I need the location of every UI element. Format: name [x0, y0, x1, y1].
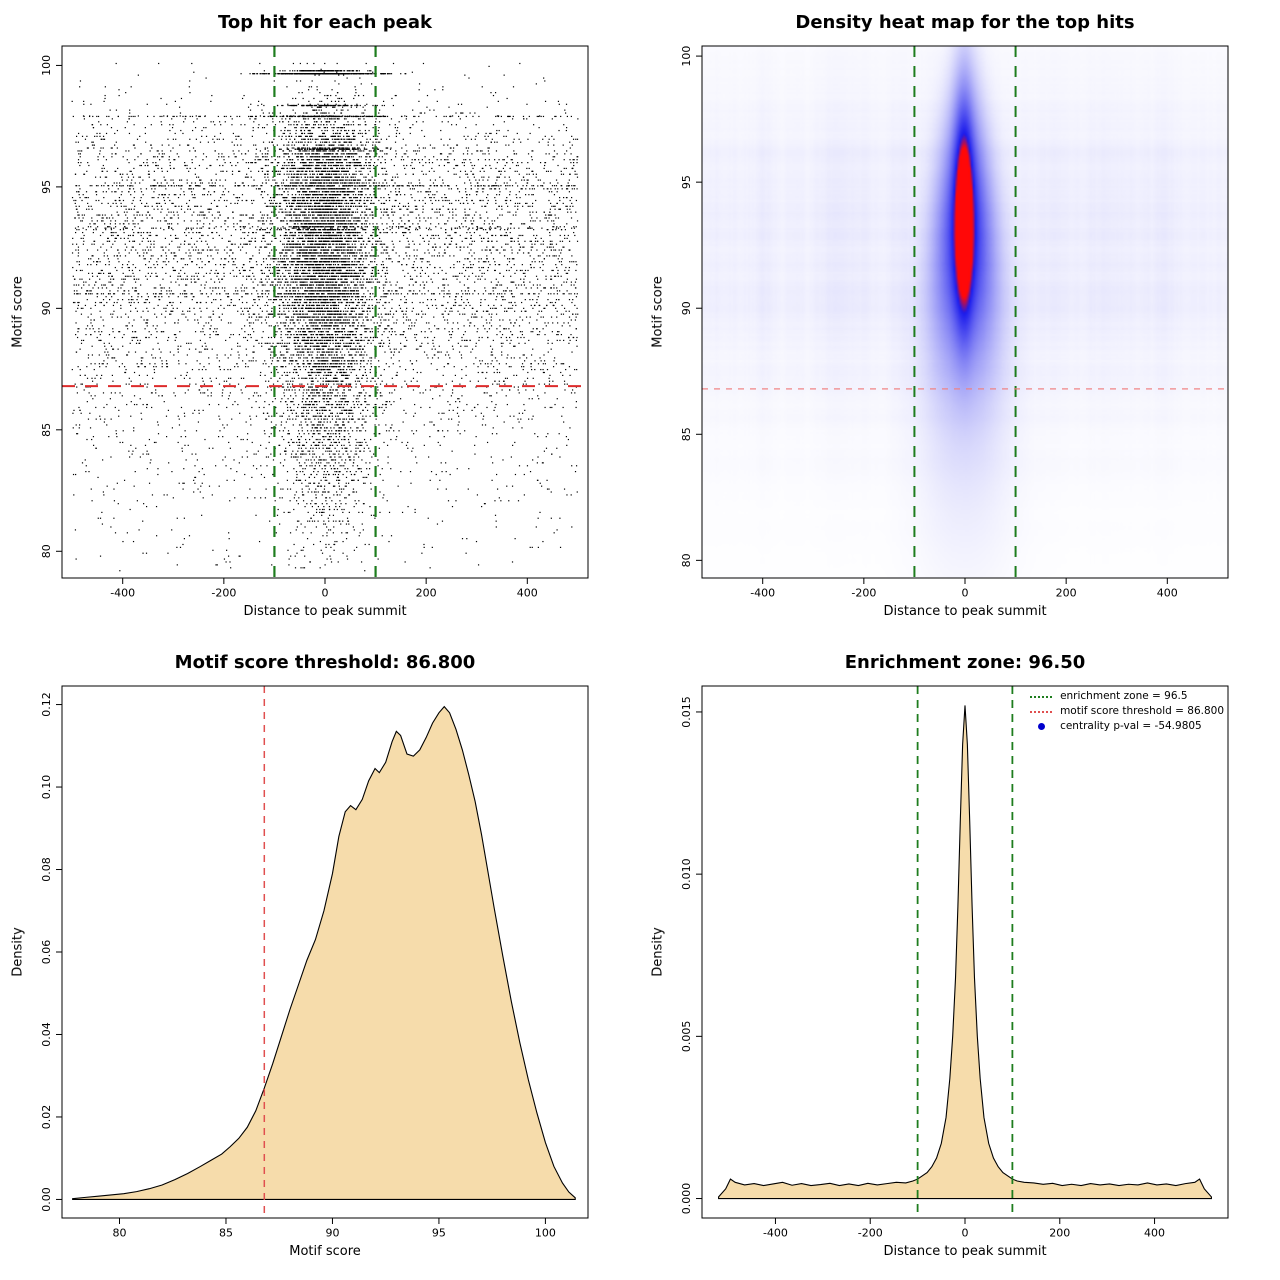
dotted-line-marker-icon	[1029, 692, 1053, 702]
chart-title-scatter: Top hit for each peak	[218, 12, 432, 33]
chart-title-heatmap: Density heat map for the top hits	[795, 12, 1135, 33]
dot-marker-icon	[1029, 722, 1053, 732]
panel-motif-score-density: Motif score threshold: 86.800 Motif scor…	[0, 640, 640, 1280]
x-axis-label-score-density: Motif score	[289, 1244, 361, 1259]
legend-label-enrichment-zone: enrichment zone = 96.5	[1060, 690, 1188, 702]
chart-title-score-density: Motif score threshold: 86.800	[174, 652, 476, 673]
legend-item-motif-threshold: motif score threshold = 86.800	[1029, 706, 1224, 717]
legend-label-centrality-pval: centrality p-val = -54.9805	[1060, 720, 1202, 732]
plot-legend: enrichment zone = 96.5 motif score thres…	[1029, 691, 1224, 732]
panel-density-heatmap: Density heat map for the top hits Distan…	[640, 0, 1280, 640]
heatmap-canvas	[640, 0, 1280, 640]
y-axis-label-score-density: Density	[10, 927, 26, 977]
y-axis-label-heatmap: Motif score	[650, 276, 666, 348]
panel-enrichment-zone-density: Enrichment zone: 96.50 Distance to peak …	[640, 640, 1280, 1280]
x-axis-label-heatmap: Distance to peak summit	[883, 604, 1047, 619]
legend-item-enrichment-zone: enrichment zone = 96.5	[1029, 691, 1224, 702]
legend-item-centrality-pval: centrality p-val = -54.9805	[1029, 721, 1224, 732]
y-axis-label-enrichment: Density	[650, 927, 666, 977]
dotted-line-marker-icon	[1029, 707, 1053, 717]
chart-title-enrichment: Enrichment zone: 96.50	[844, 652, 1086, 673]
score-density-canvas	[0, 640, 640, 1280]
enrichment-density-canvas	[640, 640, 1280, 1280]
legend-label-motif-threshold: motif score threshold = 86.800	[1060, 705, 1224, 717]
x-axis-label-scatter: Distance to peak summit	[243, 604, 407, 619]
panel-top-hits-scatter: Top hit for each peak Distance to peak s…	[0, 0, 640, 640]
scatter-plot-canvas	[0, 0, 640, 640]
y-axis-label-scatter: Motif score	[10, 276, 26, 348]
x-axis-label-enrichment: Distance to peak summit	[883, 1244, 1047, 1259]
